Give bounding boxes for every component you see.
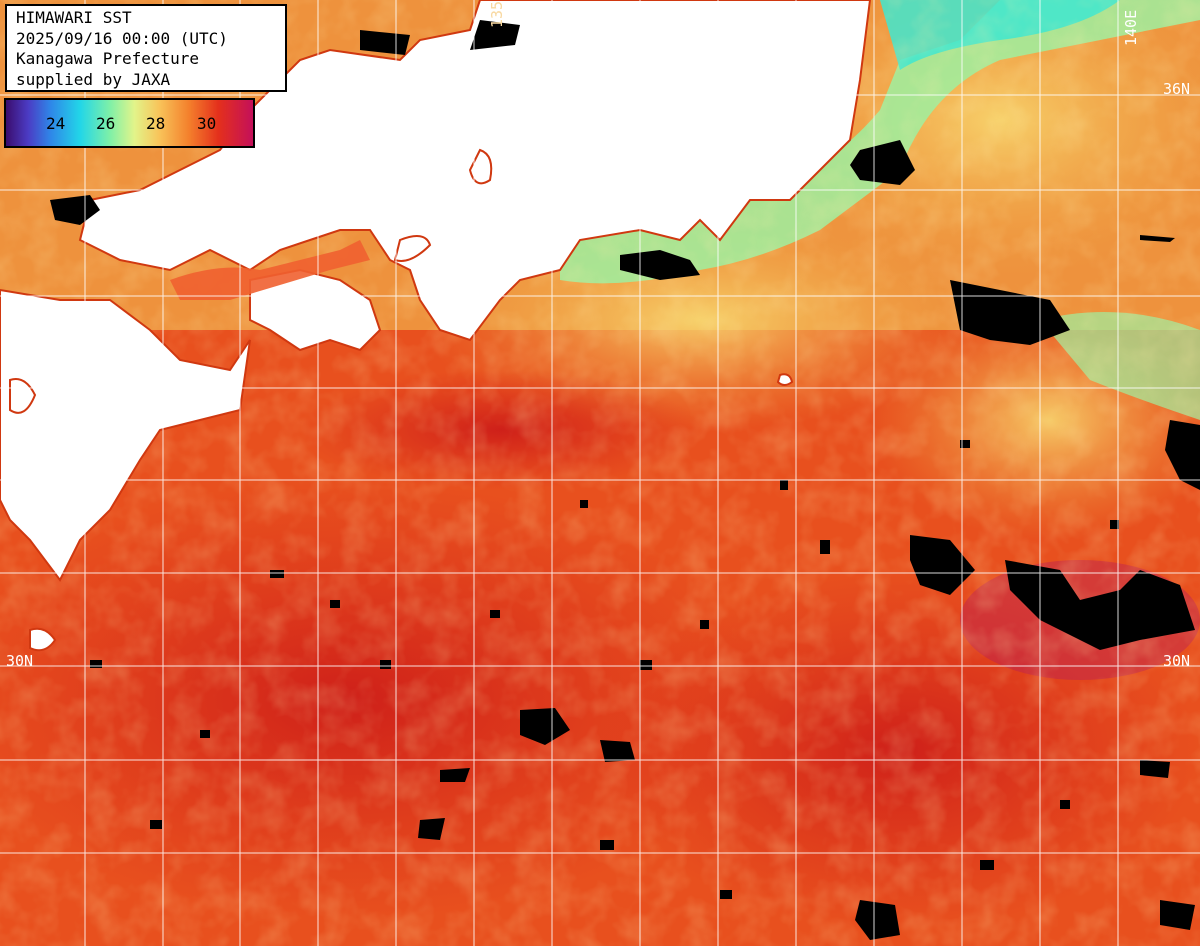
temperature-color-legend: 24 26 28 30 [4, 98, 255, 148]
title-line-prefecture: Kanagawa Prefecture [16, 49, 200, 68]
cloud-patches [50, 20, 1200, 940]
lat-label-30n-left: 30N [6, 652, 34, 670]
shikoku [249, 268, 382, 352]
title-line-datetime: 2025/09/16 00:00 (UTC) [16, 28, 228, 48]
kyushu [0, 288, 251, 582]
title-line-supplier: supplied by JAXA [16, 69, 171, 89]
lat-label-36n: 36N [1163, 80, 1191, 98]
title-box: HIMAWARI SST 2025/09/16 00:00 (UTC) Kana… [5, 4, 287, 92]
legend-tick-26: 26 [96, 114, 116, 133]
legend-tick-24: 24 [46, 114, 66, 133]
legend-tick-30: 30 [197, 114, 217, 133]
lat-label-30n-right: 30N [1163, 652, 1191, 670]
lon-label-140e: 140E [1122, 9, 1140, 46]
legend-tick-28: 28 [146, 114, 166, 133]
title-line-satellite: HIMAWARI SST [16, 8, 132, 27]
lon-label-135: 135 [488, 0, 506, 28]
